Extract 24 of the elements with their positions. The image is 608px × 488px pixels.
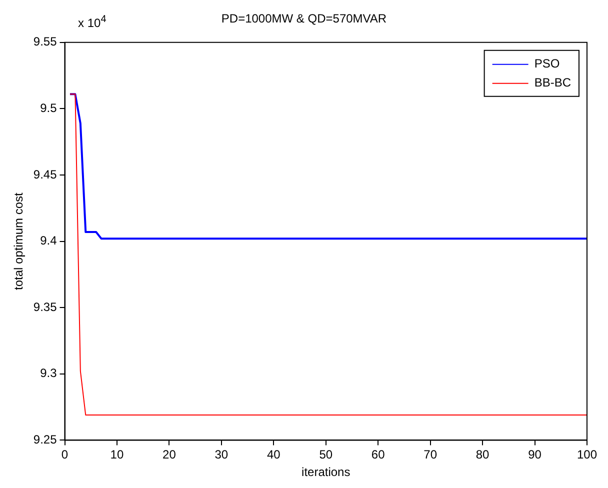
x-tick-label: 10 (110, 448, 124, 462)
x-tick-label: 100 (576, 448, 598, 462)
x-tick-label: 0 (61, 448, 68, 462)
legend-label: PSO (534, 56, 560, 71)
y-tick-label: 9.25 (33, 432, 58, 447)
x-tick-label: 60 (371, 448, 386, 462)
y-tick-label: 9.4 (40, 234, 58, 248)
x-tick-label: 70 (424, 448, 438, 462)
legend-label: BB-BC (534, 76, 572, 90)
y-tick-label: 9.35 (33, 300, 58, 314)
x-tick-label: 80 (476, 448, 490, 462)
x-tick-label: 90 (528, 448, 542, 462)
x-tick-label: 20 (162, 448, 176, 462)
y-tick-label: 9.5 (40, 101, 58, 116)
x-tick-label: 50 (319, 448, 333, 462)
y-tick-label: 9.3 (40, 366, 58, 380)
x-tick-label: 40 (266, 448, 281, 462)
chart-title: PD=1000MW & QD=570MVAR (221, 12, 387, 26)
y-tick-label: 9.55 (33, 34, 58, 49)
x-axis-title: iterations (302, 465, 350, 480)
y-tick-label: 9.45 (33, 167, 58, 182)
x-tick-label: 30 (214, 448, 228, 462)
text: x 10$^{4}$ (78, 14, 106, 30)
y-axis-title: total optimum cost (12, 192, 26, 290)
